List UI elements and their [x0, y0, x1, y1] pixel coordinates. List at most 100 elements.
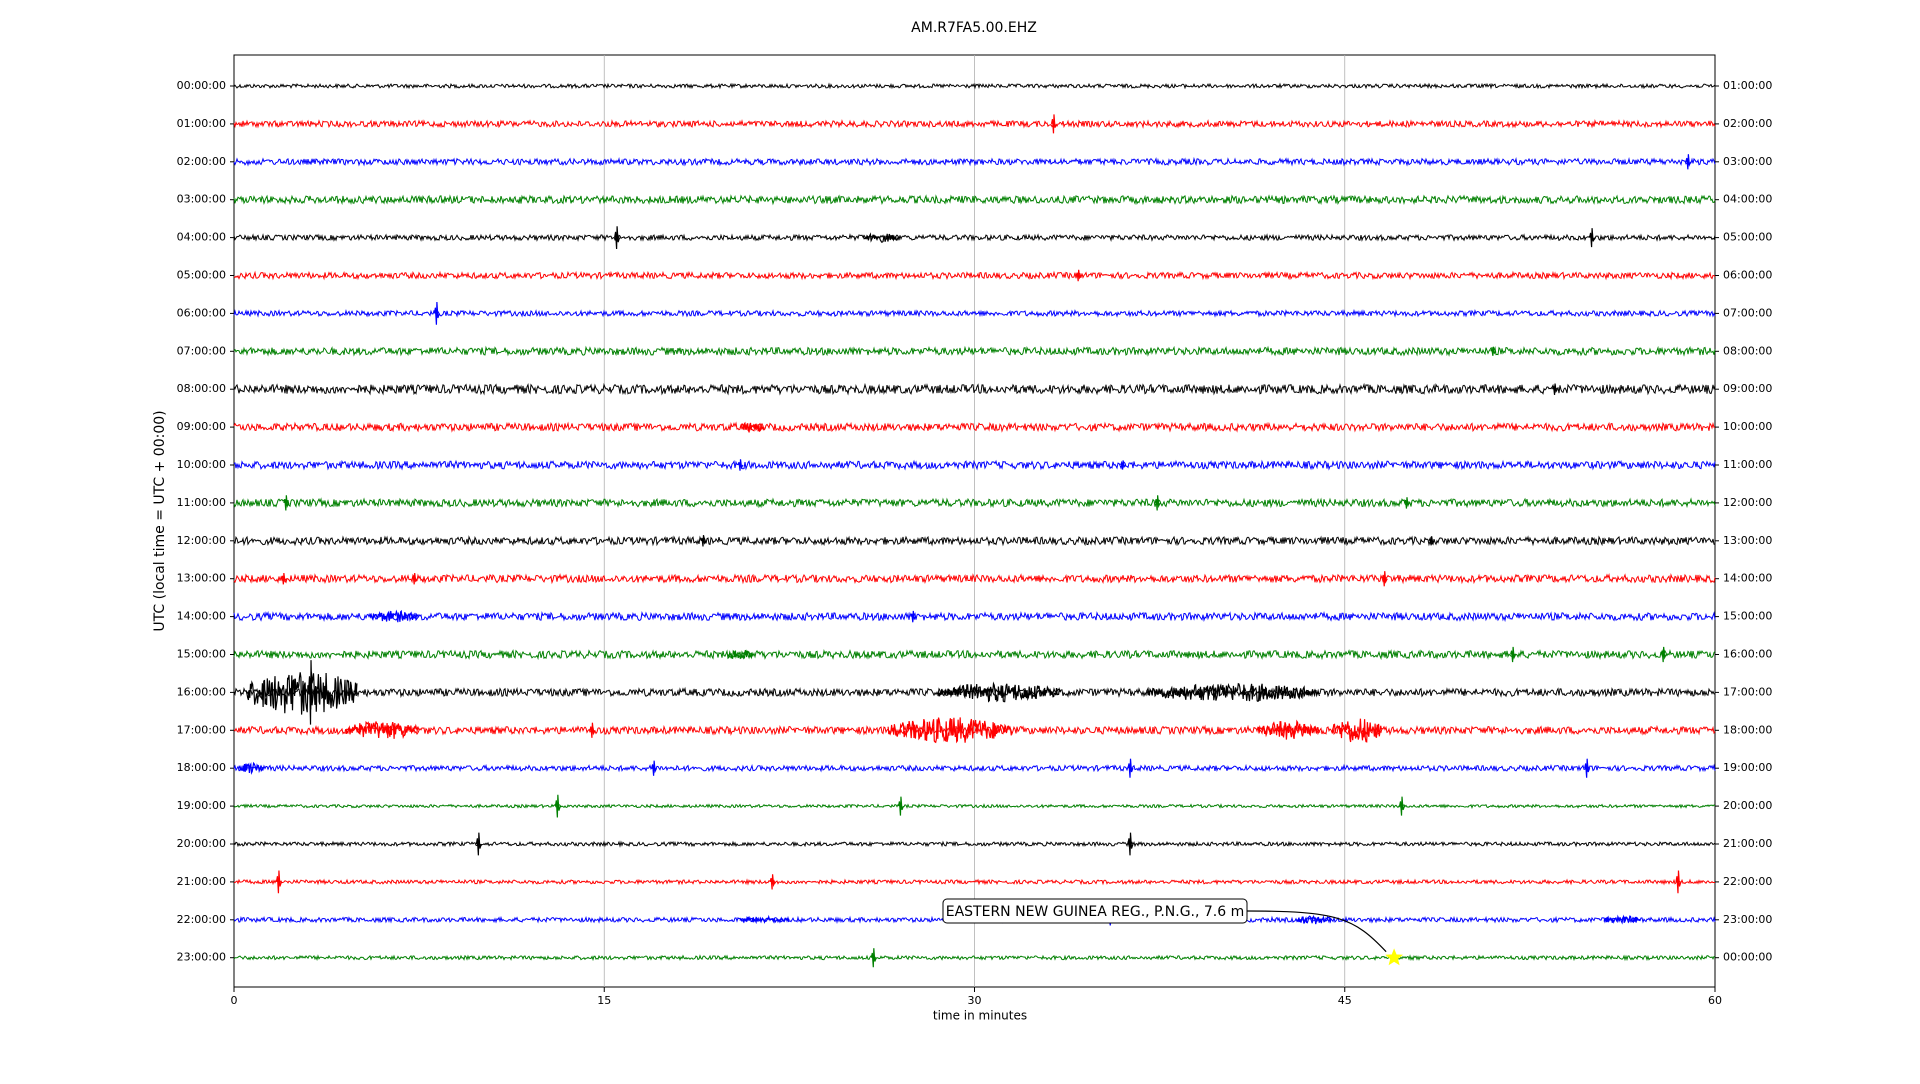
trace	[233, 459, 1716, 471]
trace	[233, 763, 1716, 773]
trace	[233, 194, 1716, 206]
y-tick-label: 05:00:00	[177, 269, 226, 282]
event	[1428, 536, 1435, 546]
event	[1146, 682, 1321, 703]
event	[275, 870, 282, 894]
y-tick-label-right: 22:00:00	[1723, 875, 1772, 888]
event	[739, 421, 765, 433]
event	[769, 874, 776, 890]
y-axis-label: UTC (local time = UTC + 00:00)	[152, 410, 168, 631]
y-tick-label-right: 00:00:00	[1723, 951, 1772, 964]
y-tick-label: 23:00:00	[177, 951, 226, 964]
event	[344, 720, 420, 740]
y-tick-label-right: 23:00:00	[1723, 913, 1772, 926]
trace	[233, 308, 1716, 318]
trace	[233, 497, 1716, 509]
event	[1331, 718, 1382, 743]
y-tick-label: 02:00:00	[177, 155, 226, 168]
event	[870, 948, 877, 968]
event	[1050, 114, 1058, 134]
y-tick-label: 16:00:00	[177, 685, 226, 698]
chart-title: AM.R7FA5.00.EHZ	[911, 20, 1037, 36]
event	[245, 671, 358, 715]
y-tick-label-right: 09:00:00	[1723, 382, 1772, 395]
annotation-arrow	[1246, 910, 1387, 953]
y-tick-label-right: 01:00:00	[1723, 79, 1772, 92]
event	[887, 717, 1012, 744]
event-star	[1385, 948, 1403, 966]
y-tick-label: 13:00:00	[177, 572, 226, 585]
event	[1675, 870, 1682, 894]
trace	[233, 954, 1716, 962]
y-tick-label: 08:00:00	[177, 382, 226, 395]
event	[651, 760, 658, 776]
y-tick-label: 17:00:00	[177, 723, 226, 736]
y-tick-label: 09:00:00	[177, 420, 226, 433]
y-tick-label-right: 08:00:00	[1723, 344, 1772, 357]
trace	[233, 233, 1716, 243]
y-tick-label-right: 17:00:00	[1723, 685, 1772, 698]
event	[910, 610, 917, 623]
y-tick-label: 01:00:00	[177, 117, 226, 130]
trace	[233, 610, 1716, 623]
trace	[233, 82, 1716, 90]
y-tick-label: 21:00:00	[177, 875, 226, 888]
event	[307, 660, 315, 725]
trace	[233, 421, 1716, 433]
event	[280, 572, 287, 585]
event	[1551, 383, 1559, 395]
y-tick-label: 04:00:00	[177, 231, 226, 244]
trace	[233, 119, 1716, 129]
event	[1381, 571, 1388, 587]
event	[1685, 154, 1692, 170]
annotation-box	[942, 898, 1248, 924]
event	[727, 649, 753, 660]
y-tick-label: 00:00:00	[177, 79, 226, 92]
event	[433, 301, 440, 325]
y-tick-label: 19:00:00	[177, 799, 226, 812]
event	[1257, 719, 1321, 740]
y-tick-label: 22:00:00	[177, 913, 226, 926]
trace	[233, 382, 1716, 396]
annotation-text: EASTERN NEW GUINEA REG., P.N.G., 7.6 m	[946, 904, 1245, 920]
y-tick-label: 06:00:00	[177, 306, 226, 319]
y-tick-label-right: 18:00:00	[1723, 723, 1772, 736]
y-tick-label-right: 21:00:00	[1723, 837, 1772, 850]
y-tick-label-right: 05:00:00	[1723, 231, 1772, 244]
y-tick-label-right: 20:00:00	[1723, 799, 1772, 812]
event	[1075, 269, 1082, 282]
event	[739, 914, 790, 925]
trace	[233, 535, 1716, 547]
y-tick-label-right: 15:00:00	[1723, 610, 1772, 623]
event	[1584, 758, 1591, 778]
event	[897, 796, 905, 816]
y-tick-label-right: 14:00:00	[1723, 572, 1772, 585]
trace	[233, 648, 1716, 661]
y-tick-label-right: 10:00:00	[1723, 420, 1772, 433]
y-tick-label: 11:00:00	[177, 496, 226, 509]
event	[614, 226, 621, 250]
event	[937, 681, 1062, 703]
event	[1127, 758, 1134, 778]
trace	[233, 345, 1716, 357]
event	[283, 495, 290, 511]
event	[411, 572, 418, 585]
y-tick-label: 07:00:00	[177, 344, 226, 357]
event	[1490, 346, 1497, 356]
event	[1603, 914, 1641, 925]
event	[1398, 796, 1406, 816]
y-tick-label: 14:00:00	[177, 610, 226, 623]
event	[737, 459, 744, 471]
x-tick-label: 45	[1338, 994, 1352, 1007]
trace	[233, 572, 1716, 585]
x-tick-label: 30	[968, 994, 982, 1007]
y-tick-label: 20:00:00	[177, 837, 226, 850]
event	[1127, 832, 1134, 856]
x-tick-label: 15	[597, 994, 611, 1007]
y-tick-label: 10:00:00	[177, 458, 226, 471]
event	[1403, 497, 1410, 509]
y-tick-label: 03:00:00	[177, 193, 226, 206]
trace	[233, 803, 1716, 810]
x-tick-label: 60	[1708, 994, 1722, 1007]
